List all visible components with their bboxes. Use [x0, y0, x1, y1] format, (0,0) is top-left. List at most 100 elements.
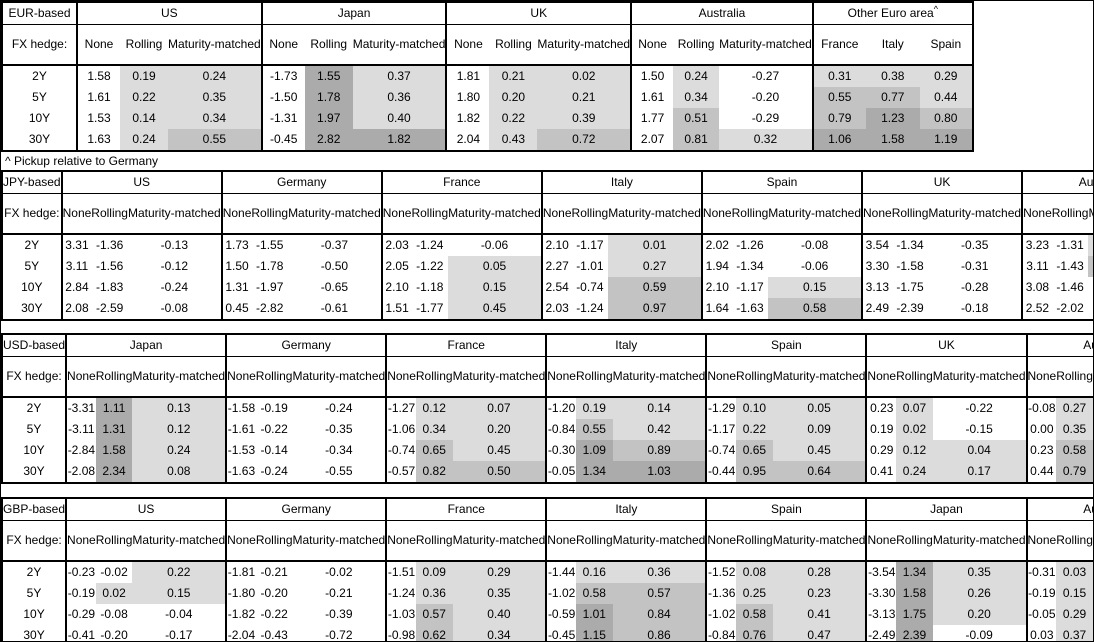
value-cell: -1.24 [576, 301, 604, 315]
hedge-col-header: Maturity-matched [452, 520, 548, 562]
value-cell: -1.56 [95, 259, 124, 273]
value-cell: -1.82 [227, 607, 256, 621]
value-cell: -0.37 [288, 234, 383, 256]
value-cell: -0.28 [928, 277, 1024, 298]
value-cell: -0.74 [576, 280, 604, 294]
hedge-col-header: None [226, 520, 256, 562]
value-cell: 1.64 [705, 301, 729, 315]
value-cell: 0.58 [1088, 256, 1093, 277]
hedge-col-header: Rolling [891, 193, 929, 235]
value-cell: 0.84 [612, 604, 708, 625]
value-cell: 2.54 [545, 280, 569, 294]
hedge-col-header: Rolling [95, 356, 133, 398]
value-cell: 0.24 [120, 129, 168, 151]
value-cell: -0.22 [260, 607, 288, 621]
country-header-france: France [386, 334, 548, 357]
value-cell: 2.05 [385, 259, 409, 273]
value-cell: -0.50 [1092, 397, 1093, 419]
value-cell: 0.41 [870, 464, 894, 478]
country-header-france: France [386, 498, 548, 521]
value-cell: -0.14 [260, 443, 288, 457]
value-cell: 2.27 [545, 259, 569, 273]
value-cell: -3.11 [68, 422, 95, 436]
value-cell: -1.31 [1056, 238, 1084, 252]
table-row-5y: 5Y -0.19 0.02 0.15 -1.80 -0.20 -0.21 -1.24 0.36 0… [2, 583, 1093, 604]
value-cell: 0.77 [865, 87, 920, 108]
hedge-col-header: Maturity-matched [292, 356, 388, 398]
value-cell: 0.45 [225, 301, 249, 315]
value-cell: -2.04 [227, 628, 256, 642]
fx-hedge-label: FX hedge: [2, 356, 68, 398]
value-cell: -0.08 [100, 607, 128, 621]
value-cell: 0.02 [537, 65, 633, 87]
value-cell: -0.12 [127, 256, 223, 277]
country-header-australia: Australia [1022, 171, 1093, 194]
value-cell: -2.08 [67, 464, 96, 478]
value-cell: -0.29 [67, 607, 96, 621]
value-cell: 1.94 [705, 259, 729, 273]
value-cell: 1.06 [812, 129, 866, 151]
value-cell: 3.13 [865, 280, 890, 294]
value-cell: 1.75 [896, 604, 933, 625]
value-cell: -0.27 [719, 65, 814, 87]
value-cell: -1.81 [227, 565, 256, 579]
value-cell: 0.40 [352, 108, 448, 129]
value-cell: 0.81 [673, 129, 720, 151]
value-cell: -0.72 [292, 625, 388, 641]
gbp-based-table: GBP-based US Germany France Italy Spain Japan A… [1, 497, 1093, 642]
value-cell: -0.02 [100, 565, 128, 579]
value-cell: -1.02 [547, 586, 576, 600]
value-cell: -0.41 [1092, 583, 1093, 604]
value-cell: -1.03 [387, 607, 416, 621]
value-cell: 0.41 [772, 604, 868, 625]
value-cell: -0.34 [292, 440, 388, 461]
jpy-based-table-slot: JPY-basedUSGermanyFranceItalySpainUKAust… [1, 170, 1093, 321]
value-cell: -1.43 [1056, 259, 1084, 273]
value-cell: 1.31 [225, 280, 249, 294]
value-cell: 0.14 [612, 397, 708, 419]
country-header-us: US [66, 498, 228, 521]
value-cell: 0.22 [736, 419, 773, 440]
value-cell: 0.26 [932, 583, 1028, 604]
country-header-france: France [381, 171, 543, 194]
value-cell: 0.24 [896, 461, 933, 483]
value-cell: -3.13 [868, 607, 896, 621]
hedge-col-header: None [66, 356, 96, 398]
value-cell: 0.58 [736, 604, 773, 625]
hedge-col-header: Rolling [251, 193, 289, 235]
value-cell: -0.21 [260, 565, 288, 579]
fx-hedge-label: FX hedge: [2, 520, 68, 562]
value-cell: 0.34 [452, 625, 548, 641]
value-cell: 1.78 [304, 87, 353, 108]
value-cell: 2.02 [705, 238, 729, 252]
value-cell: 0.45 [448, 298, 543, 320]
value-cell: 0.32 [719, 129, 814, 151]
value-cell: -1.22 [416, 259, 444, 273]
hedge-col-header: Rolling [1051, 193, 1089, 235]
value-cell: 1.51 [385, 301, 409, 315]
value-cell: -1.01 [576, 259, 604, 273]
value-cell: -2.84 [67, 443, 96, 457]
value-cell: 0.80 [919, 108, 974, 129]
value-cell: 0.28 [772, 561, 868, 583]
value-cell: -1.17 [708, 422, 736, 436]
value-cell: -0.74 [387, 443, 416, 457]
value-cell: -1.17 [736, 280, 764, 294]
value-cell: -0.30 [547, 443, 576, 457]
jpy-based-table: JPY-basedUSGermanyFranceItalySpainUKAust… [1, 170, 1093, 321]
value-cell: 1.82 [352, 129, 448, 151]
hedge-col-header: None [706, 356, 737, 398]
value-cell: 0.31 [812, 65, 866, 87]
usd-based-table-slot: USD-based Japan Germany France Italy Spain UK A… [1, 333, 1093, 484]
value-cell: 0.15 [768, 277, 863, 298]
value-cell: 0.29 [919, 65, 974, 87]
value-cell: 1.01 [575, 604, 613, 625]
value-cell: -0.65 [288, 277, 383, 298]
value-cell: -0.19 [1028, 586, 1056, 600]
value-cell: 0.64 [772, 461, 868, 483]
value-cell: -0.74 [708, 443, 736, 457]
country-header-italy: Italy [546, 498, 708, 521]
hedge-col-header: None [386, 356, 416, 398]
table-row-2y: 2Y -3.31 1.11 0.13 -1.58 -0.19 -0.24 -1.27 0.12 0… [2, 397, 1093, 419]
value-cell: -0.50 [288, 256, 383, 277]
